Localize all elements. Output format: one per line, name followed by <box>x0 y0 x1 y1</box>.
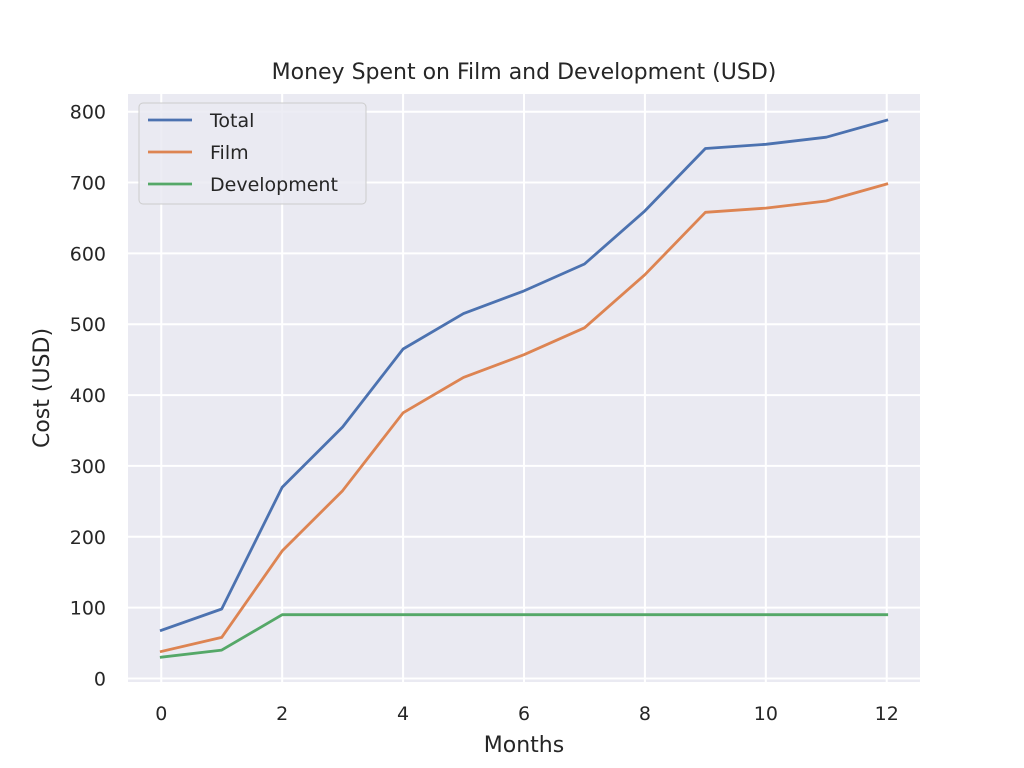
x-tick-label: 10 <box>754 703 778 725</box>
y-tick-label: 200 <box>70 527 106 549</box>
legend-label-development: Development <box>210 174 338 196</box>
y-tick-label: 800 <box>70 102 106 124</box>
y-tick-label: 600 <box>70 243 106 265</box>
series-line-total <box>159 118 889 633</box>
legend-label-film: Film <box>210 142 249 164</box>
series-line-film <box>159 182 889 654</box>
y-tick-label: 500 <box>70 314 106 336</box>
x-tick-label: 2 <box>276 703 288 725</box>
legend-box <box>138 102 367 205</box>
grid <box>128 94 920 682</box>
x-tick-labels: 0 2 4 6 8 10 12 <box>155 703 899 725</box>
x-tick-label: 4 <box>397 703 409 725</box>
y-tick-labels: 0 100 200 300 400 500 600 700 800 <box>70 102 106 691</box>
y-tick-label: 0 <box>94 668 106 690</box>
y-tick-label: 100 <box>70 598 106 620</box>
x-tick-label: 8 <box>639 703 651 725</box>
series-lines <box>159 118 889 659</box>
x-tick-label: 12 <box>875 703 899 725</box>
chart-title: Money Spent on Film and Development (USD… <box>272 60 777 85</box>
y-tick-label: 300 <box>70 456 106 478</box>
y-axis-label: Cost (USD) <box>30 328 55 448</box>
y-tick-label: 400 <box>70 385 106 407</box>
x-axis-label: Months <box>484 733 564 758</box>
legend-label-total: Total <box>209 110 254 132</box>
x-tick-label: 0 <box>155 703 167 725</box>
x-tick-label: 6 <box>518 703 530 725</box>
legend: Total Film Development <box>138 102 367 205</box>
series-line-development <box>159 613 889 659</box>
y-tick-label: 700 <box>70 173 106 195</box>
